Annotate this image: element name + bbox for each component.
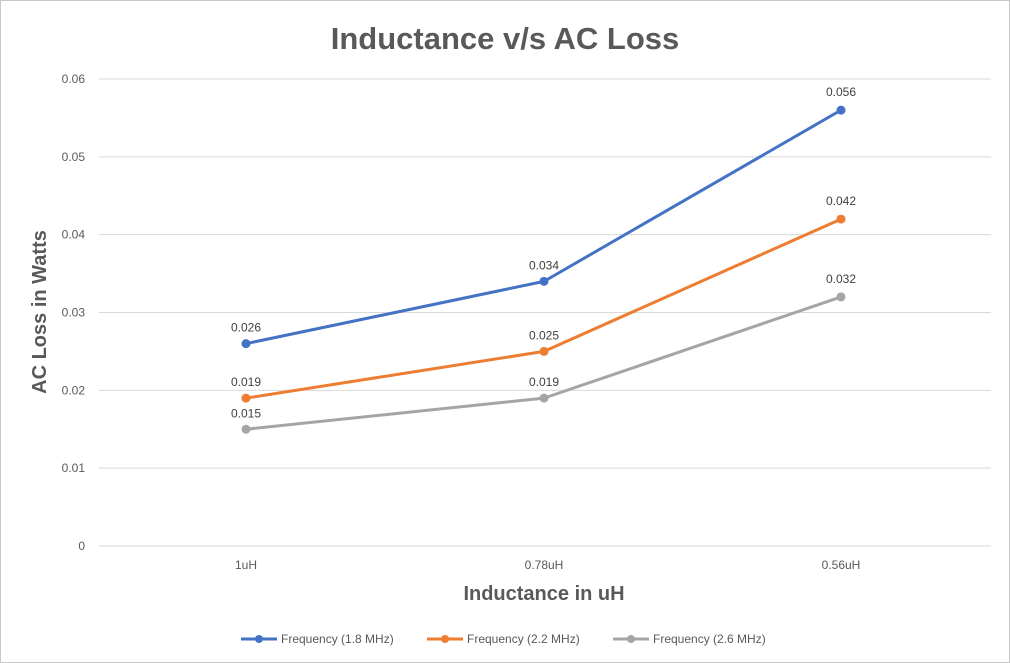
legend-label: Frequency (1.8 MHz) xyxy=(281,632,394,646)
y-tick-label: 0.05 xyxy=(62,150,86,164)
gridlines xyxy=(99,78,991,547)
y-axis-title: AC Loss in Watts xyxy=(29,230,51,394)
data-point xyxy=(241,393,251,403)
legend-label: Frequency (2.6 MHz) xyxy=(653,632,766,646)
x-axis-ticks: 1uH 0.78uH 0.56uH xyxy=(235,558,860,572)
data-label: 0.019 xyxy=(231,375,261,389)
data-point xyxy=(836,292,846,302)
data-label: 0.042 xyxy=(826,194,856,208)
series-3 xyxy=(241,292,846,434)
legend-marker xyxy=(441,635,449,643)
y-tick-label: 0.02 xyxy=(62,383,86,397)
x-axis-title: Inductance in uH xyxy=(463,583,624,605)
y-tick-label: 0.04 xyxy=(62,228,86,242)
legend: Frequency (1.8 MHz) Frequency (2.2 MHz) Fr… xyxy=(241,632,766,646)
y-tick-label: 0 xyxy=(78,539,85,553)
legend-marker xyxy=(255,635,263,643)
data-point xyxy=(241,339,251,349)
data-point xyxy=(539,276,549,286)
data-point xyxy=(836,214,846,224)
y-tick-label: 0.06 xyxy=(62,72,86,86)
x-tick-label: 1uH xyxy=(235,558,257,572)
data-label: 0.056 xyxy=(826,85,856,99)
data-label: 0.026 xyxy=(231,321,261,335)
series-2 xyxy=(241,214,846,403)
series-line xyxy=(245,295,842,431)
series-1 xyxy=(241,105,846,349)
series-lines xyxy=(241,105,846,434)
data-point xyxy=(539,393,549,403)
data-label: 0.025 xyxy=(529,328,559,342)
series-line xyxy=(245,217,842,400)
data-point xyxy=(836,105,846,115)
data-label: 0.015 xyxy=(231,406,261,420)
chart-title: Inductance v/s AC Loss xyxy=(331,21,680,56)
y-axis-ticks: 0 0.01 0.02 0.03 0.04 0.05 0.06 xyxy=(62,72,86,553)
data-point xyxy=(241,424,251,434)
data-labels: 0.026 0.034 0.056 0.019 0.025 0.042 0.015 0.019… xyxy=(231,85,856,420)
series-line xyxy=(245,108,842,346)
data-label: 0.034 xyxy=(529,258,559,272)
legend-marker xyxy=(627,635,635,643)
x-tick-label: 0.78uH xyxy=(525,558,564,572)
data-label: 0.019 xyxy=(529,375,559,389)
data-label: 0.032 xyxy=(826,272,856,286)
data-point xyxy=(539,346,549,356)
legend-label: Frequency (2.2 MHz) xyxy=(467,632,580,646)
y-tick-label: 0.03 xyxy=(62,306,86,320)
x-tick-label: 0.56uH xyxy=(822,558,861,572)
y-tick-label: 0.01 xyxy=(62,461,86,475)
